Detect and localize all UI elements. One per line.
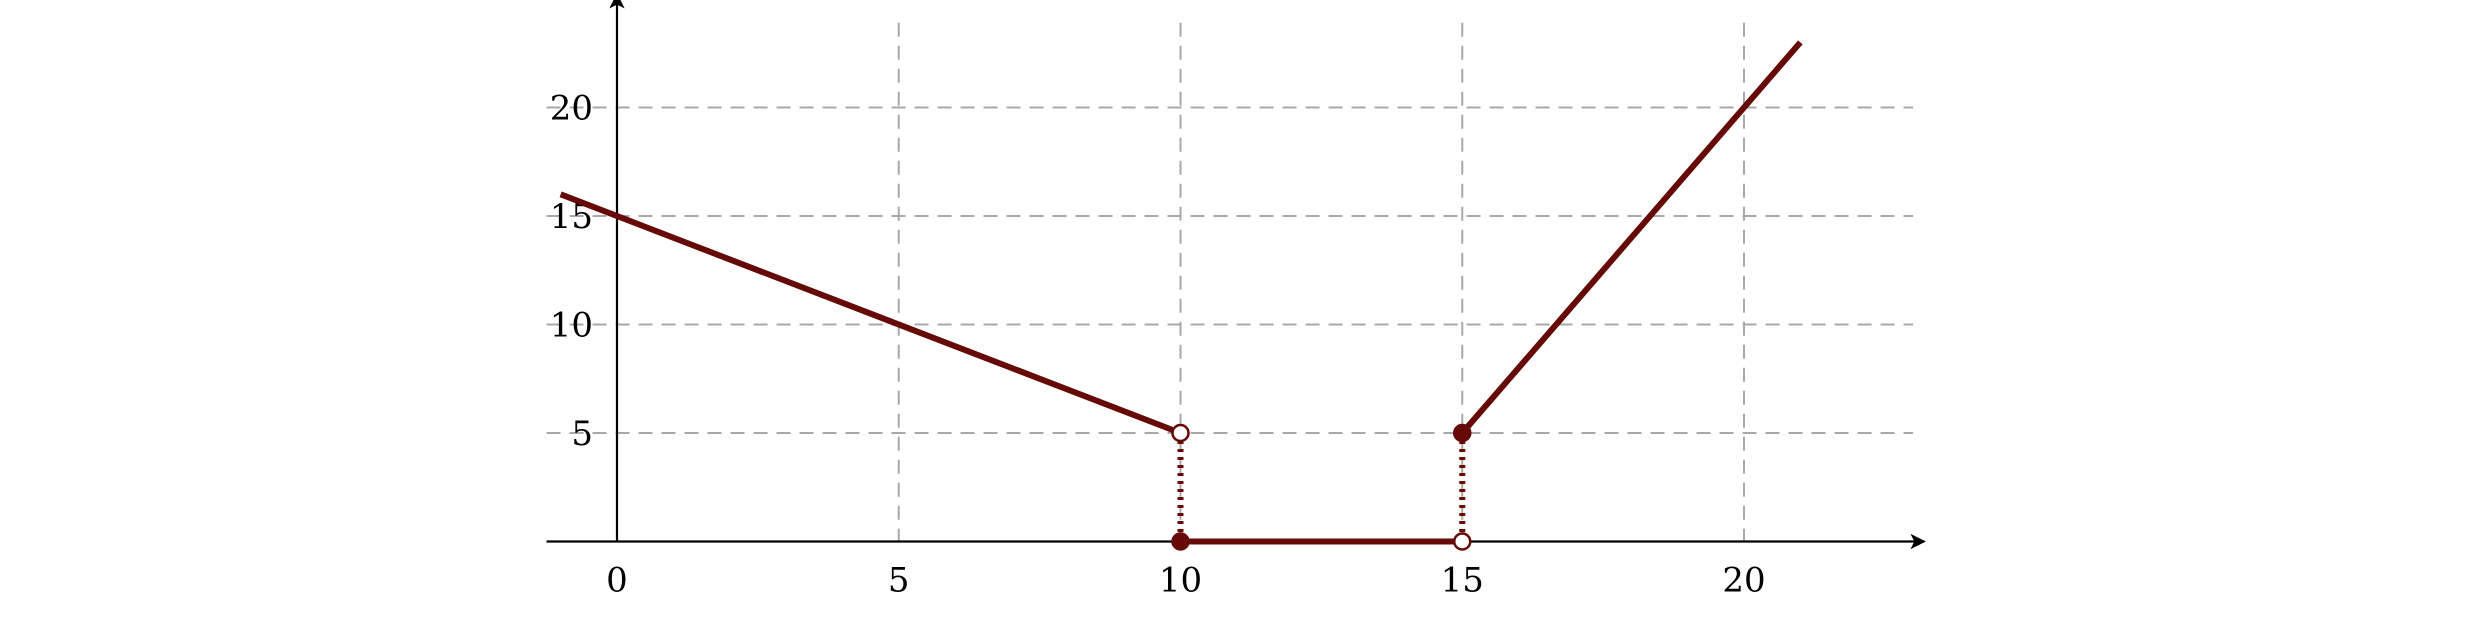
function-segment-1 [559,191,1182,436]
y-tick-label-20: 20 [550,89,593,129]
y-tick-label-10: 10 [550,306,593,346]
open-endpoint-marker-1 [1171,423,1190,443]
x-tick-label-5: 5 [888,561,910,601]
function-segments [559,40,1803,545]
grid-lines [546,22,1914,542]
y-tick-label-5: 5 [571,414,593,454]
x-tick-label-20: 20 [1722,561,1765,601]
closed-endpoint-marker-3 [1453,423,1472,443]
x-tick-label-0: 0 [606,561,628,601]
open-endpoint-marker-4 [1453,532,1472,551]
dotted-connectors [1177,433,1466,542]
endpoint-markers [1171,423,1472,551]
x-tick-label-15: 15 [1441,561,1484,601]
closed-endpoint-marker-2 [1171,532,1190,551]
x-tick-label-10: 10 [1159,561,1202,601]
function-segment-3 [1459,40,1803,435]
